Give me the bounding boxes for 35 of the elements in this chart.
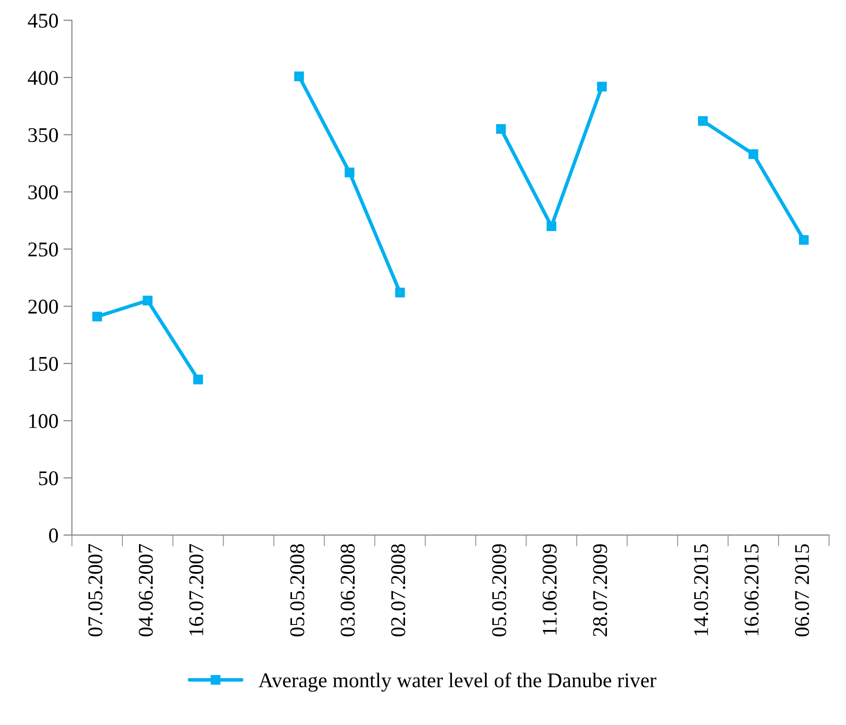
x-tick-label: 04.06.2007 — [138, 544, 153, 636]
point — [193, 374, 203, 384]
point — [698, 116, 708, 126]
x-tick-label: 14.05.2015 — [694, 544, 708, 636]
y-tick-label: 300 — [28, 185, 58, 200]
point — [294, 71, 304, 82]
x-tick-label: 03.06.2008 — [340, 544, 355, 636]
point — [344, 168, 354, 178]
y-tick-label: 100 — [29, 414, 58, 428]
x-tick-label: 05.05.2009 — [492, 544, 506, 636]
point — [92, 312, 102, 322]
point — [496, 124, 506, 134]
y-tick-label: 0 — [49, 528, 58, 542]
x-tick-label: 16.06.2015 — [744, 544, 759, 636]
x-tick-label: 06.07 2015 — [794, 544, 810, 636]
y-tick-label: 450 — [28, 14, 58, 28]
point — [395, 288, 405, 298]
point — [142, 296, 152, 306]
point — [546, 221, 556, 232]
y-tick-label: 400 — [28, 70, 58, 85]
x-tick-label: 28.07.2009 — [593, 544, 608, 636]
point — [597, 82, 607, 92]
y-tick-label: 150 — [29, 356, 58, 371]
point — [748, 149, 758, 159]
x-tick-label: 07.05.2007 — [88, 544, 102, 636]
y-tick-label: 50 — [39, 471, 58, 486]
y-tick-label: 200 — [28, 300, 58, 314]
x-tick-label: 02.07.2008 — [391, 544, 406, 636]
y-tick-label: 250 — [28, 242, 58, 257]
point — [798, 235, 809, 245]
legend-label: Average montly water level of the Danube river — [258, 672, 656, 692]
y-tick-label: 350 — [28, 128, 58, 142]
x-tick-label: 11.06.2009 — [542, 544, 557, 635]
x-tick-label: 16.07.2007 — [189, 544, 204, 636]
x-tick-label: 05.05.2008 — [290, 544, 304, 636]
